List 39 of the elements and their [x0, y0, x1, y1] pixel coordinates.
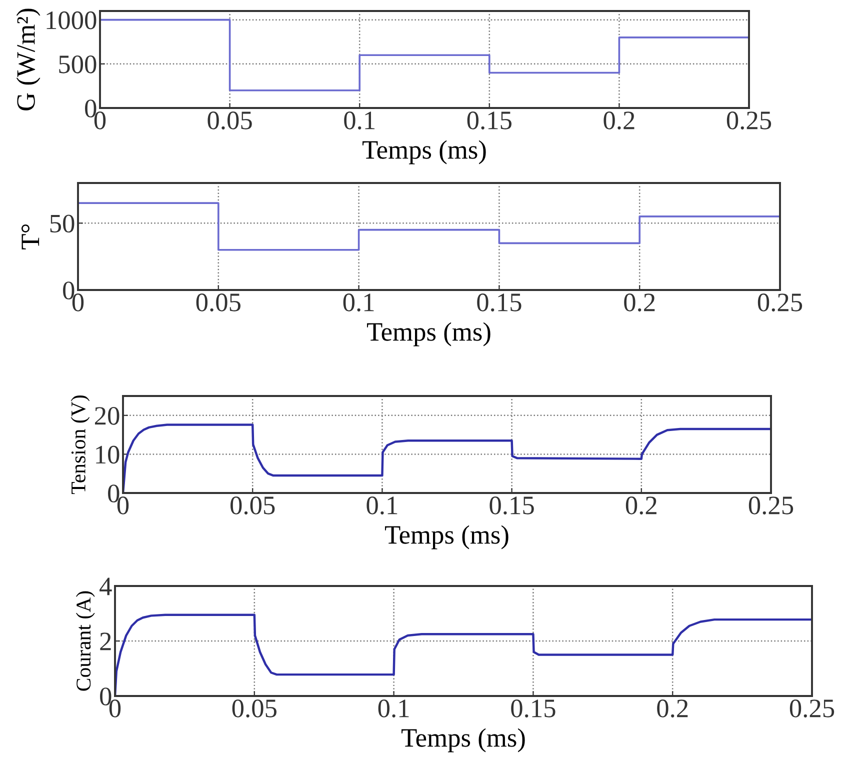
x-tick-label: 0.1: [378, 700, 409, 718]
y-tick-label: 2: [100, 632, 111, 650]
y-tick-label: 0: [100, 688, 112, 706]
x-tick-label: 0.2: [626, 496, 656, 514]
y-tick-label: 500: [59, 56, 96, 74]
x-axis-title: Temps (ms): [362, 140, 486, 164]
y-tick-label: 1000: [46, 11, 96, 30]
y-tick-label: 0: [63, 282, 74, 300]
x-tick-label: 0.25: [790, 700, 834, 718]
x-tick-label: 0.1: [366, 496, 398, 514]
y-tick-label: 20: [94, 407, 120, 425]
x-tick-label: 0.05: [232, 700, 276, 718]
y-tick-label: 10: [96, 446, 120, 464]
x-tick-label: 0.2: [624, 294, 655, 312]
y-tick-label: 0: [108, 484, 120, 502]
y-axis-title: G (W/m²): [16, 8, 40, 110]
y-tick-label: 4: [100, 578, 112, 596]
x-tick-label: 0.15: [467, 112, 512, 130]
x-tick-label: 0.25: [726, 112, 772, 130]
x-tick-label: 0.05: [208, 112, 252, 130]
x-tick-label: 0.25: [758, 294, 802, 312]
y-tick-label: 0: [85, 100, 96, 118]
x-tick-label: 0.2: [604, 112, 634, 130]
x-axis-title: Temps (ms): [385, 525, 508, 550]
x-tick-label: 0.05: [230, 496, 275, 514]
x-axis-title: Temps (ms): [367, 322, 490, 346]
x-tick-label: 0.05: [196, 294, 240, 312]
x-tick-label: 0.15: [511, 700, 556, 718]
x-tick-label: 0.1: [344, 112, 375, 130]
x-tick-label: 0.1: [343, 294, 374, 312]
x-tick-label: 0.15: [490, 496, 534, 514]
y-axis-title: Tension (V): [70, 396, 90, 494]
x-tick-label: 0.15: [477, 294, 522, 312]
y-tick-label: 50: [50, 214, 74, 233]
x-axis-title: Temps (ms): [402, 728, 525, 752]
y-axis-title: T°: [22, 224, 40, 250]
x-tick-label: 0.25: [748, 496, 794, 514]
y-axis-title: Courant (A): [76, 591, 95, 691]
x-tick-label: 0.2: [657, 700, 688, 718]
